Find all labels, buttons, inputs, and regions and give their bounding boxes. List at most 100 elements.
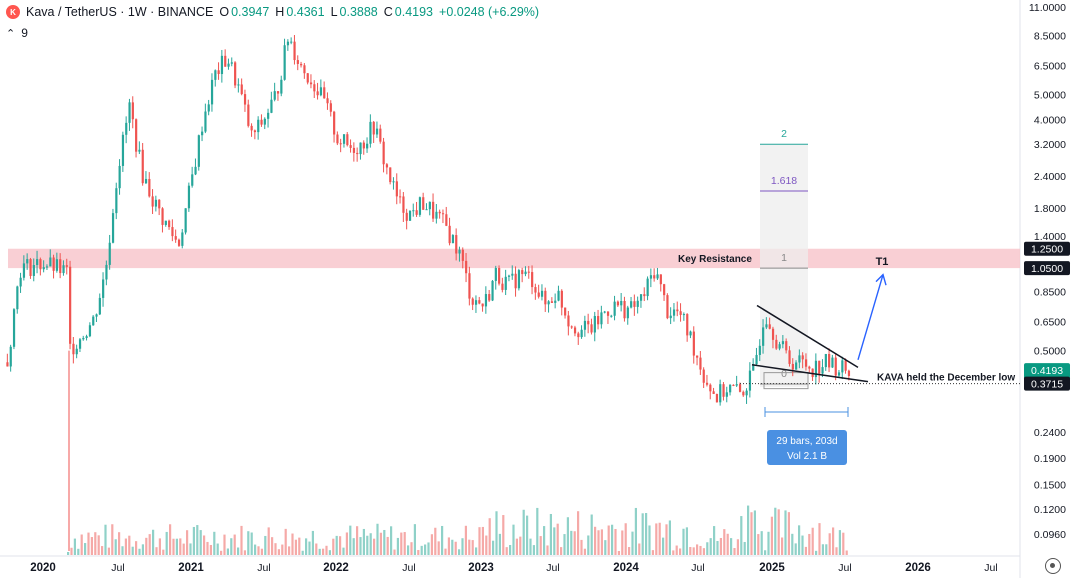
- volume-bar: [203, 535, 206, 555]
- volume-bar: [614, 528, 617, 555]
- volume-bar: [713, 526, 716, 555]
- time-tick-label: 2026: [905, 562, 931, 574]
- range-vol-text: Vol 2.1 B: [787, 451, 827, 462]
- volume-bar: [641, 513, 644, 555]
- candle: [445, 214, 448, 226]
- volume-bar: [179, 538, 182, 555]
- volume-bar: [383, 529, 386, 555]
- candle: [135, 119, 138, 152]
- price-tick-label: 8.5000: [1034, 31, 1066, 43]
- chevron-up-icon[interactable]: ⌃: [6, 27, 16, 40]
- fib-base-box: [763, 372, 809, 390]
- volume-bar: [362, 528, 365, 555]
- candle: [808, 366, 811, 369]
- symbol-title[interactable]: Kava / TetherUS · 1W · BINANCE: [26, 5, 214, 19]
- candle: [243, 94, 247, 105]
- volume-bar: [427, 542, 430, 555]
- time-tick-label: Jul: [402, 562, 415, 574]
- candle: [504, 276, 507, 290]
- volume-bar: [400, 532, 403, 555]
- candle: [672, 309, 676, 316]
- volume-bar: [600, 529, 603, 555]
- candle: [801, 355, 804, 360]
- candle: [491, 280, 494, 301]
- candle: [177, 239, 181, 246]
- candle: [240, 84, 243, 95]
- volume-bar: [240, 525, 243, 555]
- candle: [540, 290, 544, 297]
- candle: [121, 134, 125, 166]
- volume-bar: [570, 530, 573, 555]
- candle: [181, 232, 184, 246]
- price-tick-label: 0.1200: [1034, 504, 1066, 516]
- candle: [554, 300, 557, 303]
- candle: [517, 270, 521, 289]
- candle: [696, 355, 699, 358]
- candle: [722, 384, 725, 397]
- candle: [686, 314, 689, 336]
- volume-bar: [553, 527, 556, 555]
- candle: [6, 362, 9, 367]
- volume-bar: [838, 530, 841, 555]
- volume-bar: [611, 524, 614, 555]
- price-tick-label: 0.5000: [1034, 346, 1066, 358]
- candle: [257, 119, 260, 133]
- volume-bar: [781, 537, 784, 555]
- volume-bar: [560, 547, 563, 555]
- candle: [366, 143, 369, 149]
- time-tick-label: 2022: [323, 562, 349, 574]
- candle: [359, 142, 362, 155]
- candle: [643, 294, 646, 297]
- candle: [267, 112, 270, 119]
- candle: [705, 382, 709, 385]
- candle: [395, 181, 398, 197]
- volume-bar: [532, 545, 535, 555]
- volume-bar: [461, 538, 464, 555]
- candle: [587, 320, 590, 325]
- volume-bar: [736, 539, 739, 555]
- volume-bar: [478, 527, 481, 555]
- volume-bar: [420, 545, 423, 555]
- candle: [507, 275, 511, 277]
- volume-bar: [825, 544, 828, 555]
- volume-bar: [512, 524, 515, 555]
- settings-icon[interactable]: [1045, 558, 1061, 574]
- indicators-toggle[interactable]: ⌃ 9: [6, 26, 28, 40]
- candle: [125, 122, 128, 135]
- volume-bar: [291, 533, 294, 555]
- candle: [804, 359, 808, 367]
- volume-bar: [376, 523, 379, 555]
- key-resistance-label: Key Resistance: [678, 254, 752, 265]
- volume-bar: [131, 546, 134, 555]
- candle: [164, 220, 167, 225]
- candle: [603, 311, 606, 313]
- candle: [204, 111, 207, 132]
- volume-bar: [271, 537, 274, 555]
- candle: [441, 213, 445, 215]
- candle: [841, 360, 844, 373]
- candle: [682, 314, 686, 316]
- candle: [626, 307, 629, 319]
- candle: [814, 360, 818, 378]
- candle: [597, 316, 600, 325]
- candle: [220, 55, 224, 75]
- candle: [448, 225, 451, 244]
- volume-bar: [152, 529, 155, 555]
- volume-bar: [815, 550, 818, 555]
- candle: [689, 331, 692, 336]
- volume-bar: [706, 542, 709, 555]
- volume-bar: [148, 534, 151, 555]
- candle: [88, 325, 92, 337]
- candle: [567, 315, 570, 327]
- candle: [738, 384, 742, 392]
- volume-bar: [192, 526, 195, 555]
- volume-bar: [699, 545, 702, 555]
- candle: [339, 143, 342, 145]
- candle: [39, 259, 42, 270]
- volume-bar: [339, 536, 342, 555]
- candle: [184, 208, 187, 233]
- volume-bar: [566, 517, 569, 555]
- candle: [762, 327, 765, 346]
- candle: [346, 134, 349, 146]
